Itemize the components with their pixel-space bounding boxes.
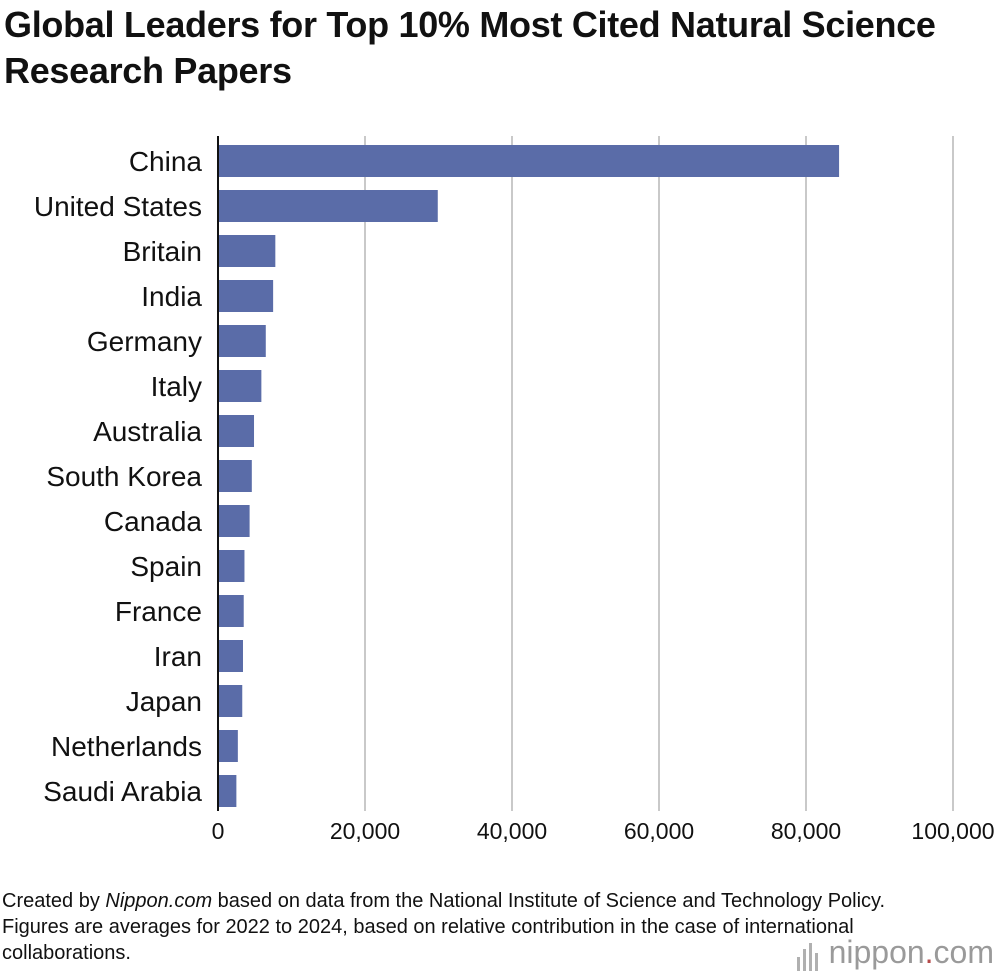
bar — [218, 730, 238, 762]
category-label: Iran — [154, 641, 202, 672]
bar — [218, 145, 840, 177]
x-tick-label: 80,000 — [771, 818, 841, 844]
x-tick-label: 20,000 — [330, 818, 400, 844]
bar — [218, 550, 245, 582]
bar — [218, 280, 274, 312]
logo-dot: . — [924, 934, 934, 970]
bar — [218, 325, 266, 357]
bar — [218, 685, 243, 717]
x-tick-label: 0 — [212, 818, 225, 844]
category-label: Spain — [130, 551, 202, 582]
source-prefix: Created by — [2, 890, 106, 912]
category-label: Britain — [123, 236, 202, 267]
bar — [218, 595, 244, 627]
category-label: Japan — [126, 686, 202, 717]
category-label: France — [115, 596, 202, 627]
category-label: Germany — [87, 326, 202, 357]
bar — [218, 640, 243, 672]
category-label: India — [141, 281, 202, 312]
source-note: Created by Nippon.com based on data from… — [2, 888, 922, 966]
source-brand: Nippon.com — [105, 890, 213, 912]
bar — [218, 235, 276, 267]
bar — [218, 505, 250, 537]
bar — [218, 370, 262, 402]
x-tick-label: 100,000 — [911, 818, 994, 844]
nippon-logo: nippon. com — [796, 934, 994, 971]
logo-name: nippon — [828, 934, 925, 970]
bar — [218, 415, 255, 447]
category-label: China — [129, 146, 203, 177]
category-label: Saudi Arabia — [43, 776, 202, 807]
logo-bars-icon — [796, 943, 821, 971]
category-label: Italy — [151, 371, 202, 402]
gridlines — [364, 136, 954, 811]
category-labels: China United States Britain India Germany Ita… — [34, 146, 203, 807]
chart-title: Global Leaders for Top 10% Most Cited Na… — [4, 4, 936, 91]
category-label: Netherlands — [51, 731, 202, 762]
x-axis-tick-labels: 0 20,000 40,000 60,000 80,000 100,000 — [212, 818, 995, 844]
category-label: Australia — [93, 416, 202, 447]
logo-tld: com — [933, 934, 994, 970]
category-label: Canada — [104, 506, 203, 537]
category-label: South Korea — [46, 461, 202, 492]
bars — [218, 145, 840, 807]
bar-chart: China United States Britain India Germany Ita… — [34, 136, 995, 844]
bar — [218, 775, 237, 807]
x-tick-label: 40,000 — [477, 818, 547, 844]
category-label: United States — [34, 191, 202, 222]
x-tick-label: 60,000 — [624, 818, 694, 844]
bar — [218, 190, 438, 222]
bar — [218, 460, 252, 492]
source-text: based on data from the National Institut… — [2, 890, 886, 964]
